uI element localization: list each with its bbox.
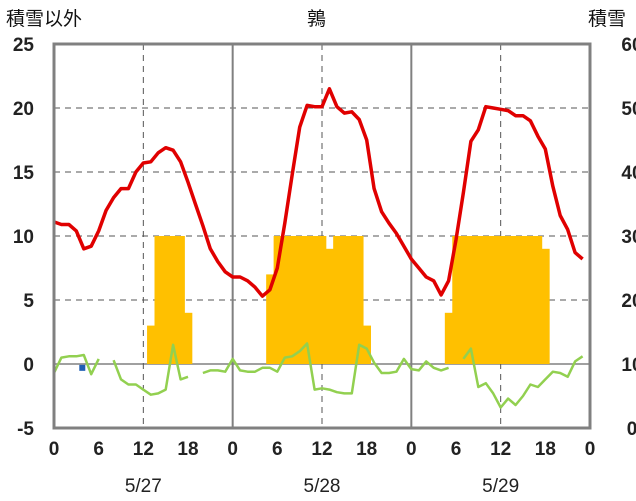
snow-bar — [459, 236, 468, 364]
right-axis-label: 積雪 — [588, 8, 627, 30]
date-label: 5/27 — [125, 476, 162, 497]
snow-bar — [526, 236, 535, 364]
secondary-line — [462, 347, 584, 409]
snow-bar — [288, 236, 297, 364]
snow-bar — [504, 236, 513, 364]
snow-bar — [310, 236, 319, 364]
snow-bar — [318, 236, 327, 364]
secondary-line — [52, 353, 100, 376]
snow-bar — [511, 236, 520, 364]
left-tick-label: 10 — [13, 227, 34, 248]
snow-bar — [295, 236, 304, 364]
x-tick-label: 0 — [406, 439, 417, 460]
snow-bar — [355, 236, 364, 364]
left-axis-label: 積雪以外 — [6, 8, 83, 30]
x-tick-label: 12 — [311, 439, 332, 460]
x-tick-label: 18 — [177, 439, 198, 460]
snow-bar — [496, 236, 505, 364]
right-tick-label: 60 — [621, 35, 636, 56]
x-tick-label: 12 — [133, 439, 154, 460]
left-tick-label: 0 — [23, 355, 34, 376]
left-tick-label: 15 — [13, 163, 35, 184]
snow-bar — [273, 236, 282, 364]
x-tick-label: 6 — [451, 439, 462, 460]
snow-bar — [154, 236, 163, 364]
snow-depth-bars — [147, 236, 550, 364]
right-tick-label: 20 — [621, 291, 636, 312]
right-tick-label: 10 — [621, 355, 636, 376]
snow-bar — [161, 236, 170, 364]
left-tick-label: 5 — [23, 291, 34, 312]
axis-ticks: 2520151050-56050403020100061218061218061… — [13, 35, 636, 497]
snow-bar — [541, 248, 550, 364]
snow-bar — [444, 312, 453, 364]
temperature-line — [53, 87, 584, 298]
snow-bar — [333, 236, 342, 364]
snow-bar — [169, 236, 178, 364]
secondary-line — [112, 343, 189, 396]
x-tick-label: 18 — [356, 439, 377, 460]
snow-bar — [348, 236, 357, 364]
plot-frame — [52, 42, 592, 430]
x-tick-label: 18 — [535, 439, 556, 460]
snow-bar — [325, 248, 334, 364]
snow-bar — [176, 236, 185, 364]
right-tick-label: 30 — [621, 227, 636, 248]
snow-bar — [147, 325, 156, 364]
left-tick-label: -5 — [17, 419, 34, 440]
date-label: 5/29 — [482, 476, 519, 497]
left-tick-label: 20 — [13, 99, 34, 120]
data-lines — [52, 87, 584, 409]
secondary-line — [202, 342, 450, 395]
snow-bar — [362, 325, 371, 364]
snow-bar — [303, 236, 312, 364]
snow-bar — [534, 236, 543, 364]
right-tick-label: 40 — [621, 163, 636, 184]
x-tick-label: 0 — [585, 439, 596, 460]
snow-bar — [184, 312, 193, 364]
x-tick-label: 6 — [272, 439, 283, 460]
left-tick-label: 25 — [13, 35, 35, 56]
snow-bar — [482, 236, 491, 364]
snow-bar — [266, 274, 275, 364]
x-tick-label: 0 — [227, 439, 238, 460]
right-tick-label: 50 — [621, 99, 636, 120]
station-title: 鶉 — [307, 8, 327, 30]
snow-bar — [474, 236, 483, 364]
data-marker — [79, 364, 86, 371]
x-tick-label: 12 — [490, 439, 511, 460]
x-tick-label: 0 — [49, 439, 60, 460]
snow-bar — [467, 236, 476, 364]
date-label: 5/28 — [304, 476, 341, 497]
snow-bar — [281, 236, 290, 364]
snow-bar — [340, 236, 349, 364]
snow-bar — [489, 236, 498, 364]
snow-bar — [519, 236, 528, 364]
snow-bar — [452, 236, 461, 364]
x-tick-label: 6 — [93, 439, 104, 460]
right-tick-label: 0 — [627, 419, 636, 440]
